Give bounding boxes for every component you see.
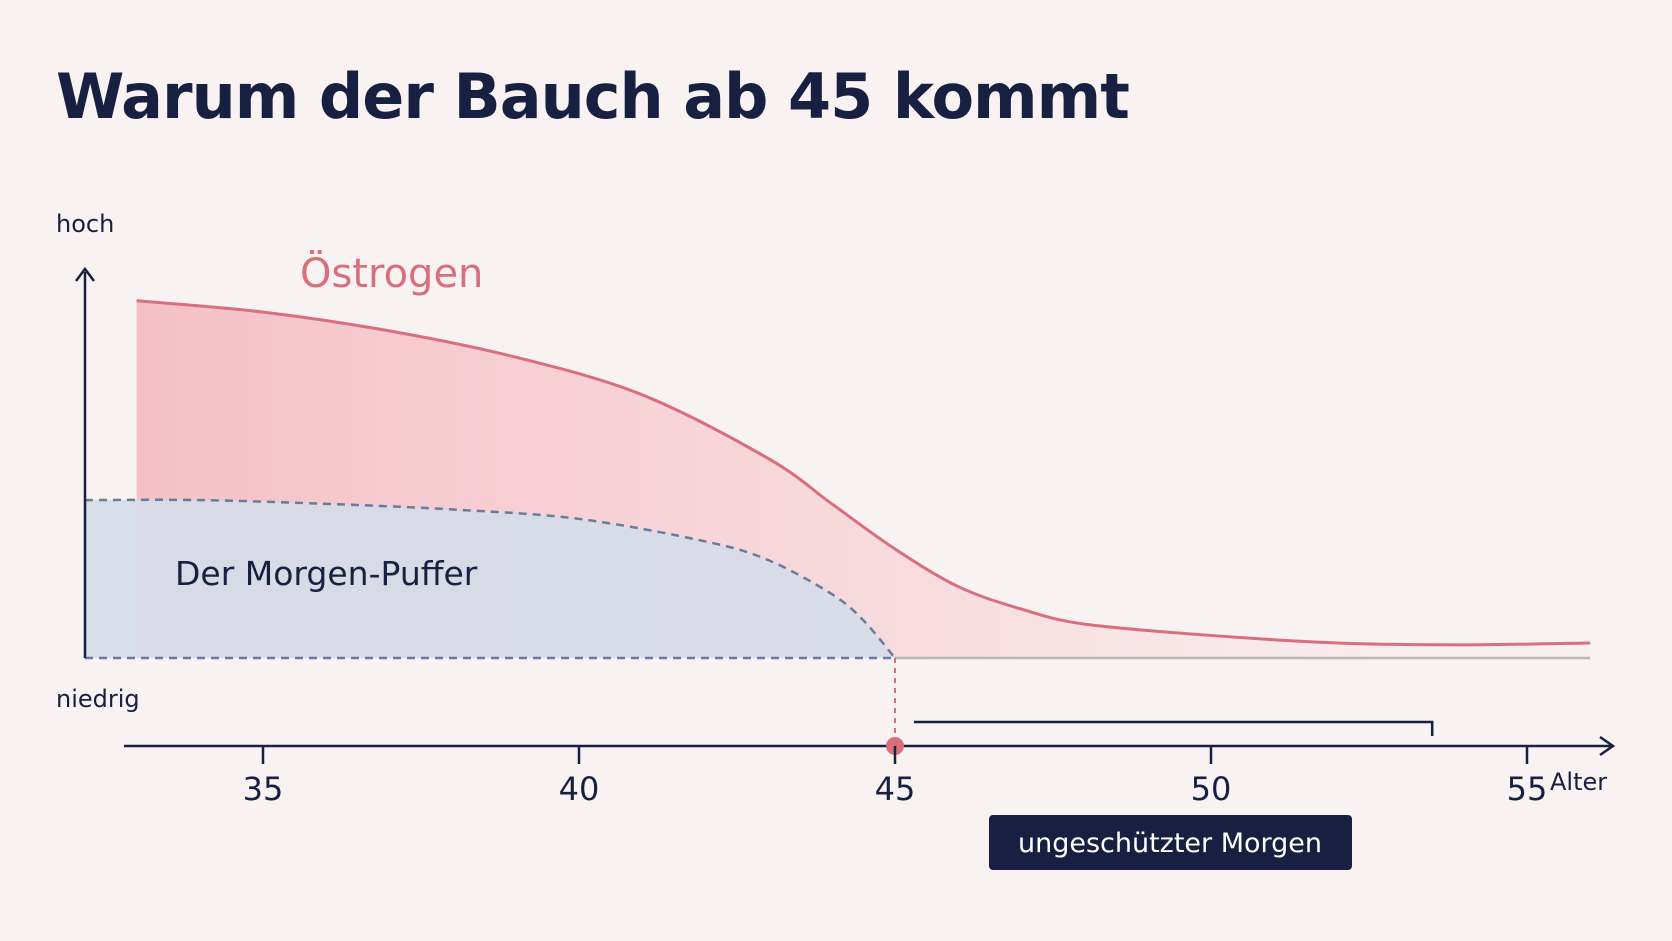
x-ticks: 35 40 45 50 55: [243, 746, 1548, 808]
y-axis-arrow: [75, 266, 95, 282]
x-axis-arrow: [1599, 735, 1616, 757]
badge-unprotected-morning: [989, 815, 1352, 870]
x-tick-label-35: 35: [243, 770, 284, 808]
x-tick-label-40: 40: [559, 770, 600, 808]
x-tick-label-55: 55: [1507, 770, 1548, 808]
badge-label: ungeschützter Morgen: [1018, 828, 1322, 859]
chart-title: Warum der Bauch ab 45 kommt: [56, 60, 1130, 133]
y-label-low: niedrig: [56, 685, 140, 713]
series-label-morgen-puffer: Der Morgen-Puffer: [175, 554, 478, 593]
y-label-high: hoch: [56, 210, 114, 238]
x-tick-label-50: 50: [1191, 770, 1232, 808]
morgen-puffer-line: [84, 498, 896, 659]
x-axis-label: Alter: [1550, 768, 1607, 796]
x-tick-label-45: 45: [875, 770, 916, 808]
series-label-estrogen: Östrogen: [300, 249, 483, 297]
estrogen-line: [136, 299, 1591, 647]
bracket: [913, 720, 1434, 736]
